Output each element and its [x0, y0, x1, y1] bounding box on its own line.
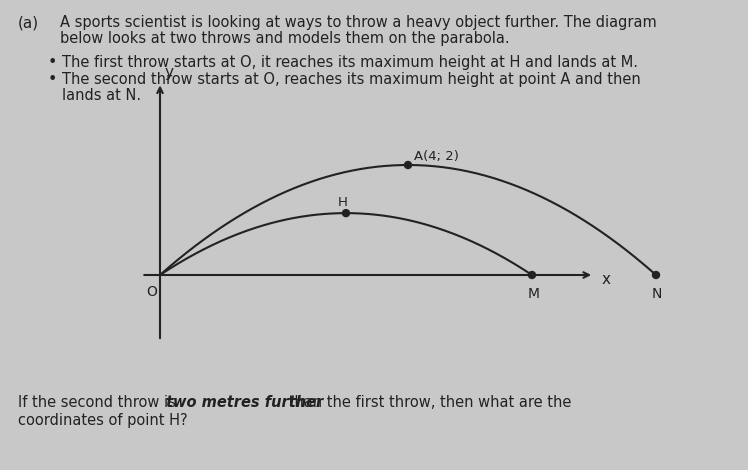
Text: O: O [146, 285, 157, 299]
Circle shape [652, 272, 660, 279]
Text: two metres further: two metres further [166, 395, 323, 410]
Text: below looks at two throws and models them on the parabola.: below looks at two throws and models the… [60, 31, 509, 46]
Text: •: • [48, 72, 58, 87]
Text: •: • [48, 55, 58, 70]
Circle shape [529, 272, 536, 279]
Text: than the first throw, then what are the: than the first throw, then what are the [284, 395, 571, 410]
Text: N: N [652, 287, 663, 301]
Text: M: M [528, 287, 540, 301]
Text: y: y [165, 65, 174, 80]
Text: (a): (a) [18, 15, 39, 30]
Circle shape [343, 210, 349, 217]
Text: A(4; 2): A(4; 2) [414, 150, 459, 163]
Circle shape [405, 162, 411, 169]
Text: coordinates of point H?: coordinates of point H? [18, 413, 188, 428]
Text: x: x [602, 272, 611, 287]
Text: lands at N.: lands at N. [62, 88, 141, 103]
Text: The second throw starts at O, reaches its maximum height at point A and then: The second throw starts at O, reaches it… [62, 72, 641, 87]
Text: H: H [338, 196, 348, 209]
Text: A sports scientist is looking at ways to throw a heavy object further. The diagr: A sports scientist is looking at ways to… [60, 15, 657, 30]
Text: The first throw starts at O, it reaches its maximum height at H and lands at M.: The first throw starts at O, it reaches … [62, 55, 638, 70]
Text: If the second throw is: If the second throw is [18, 395, 180, 410]
